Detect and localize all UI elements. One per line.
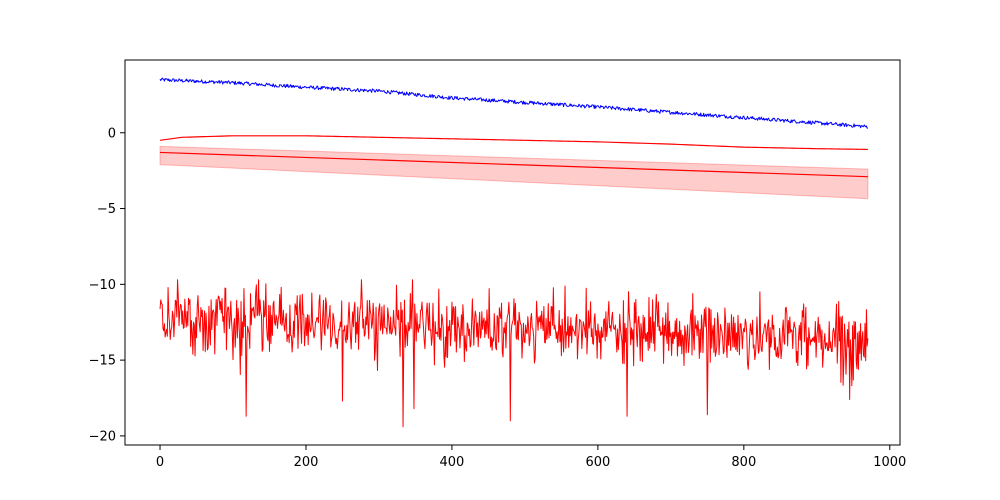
x-tick-label: 0: [156, 455, 164, 470]
series-2: [159, 135, 868, 151]
y-tick-label: −5: [97, 202, 116, 217]
series-3: [159, 145, 869, 200]
x-tick-label: 200: [294, 455, 319, 470]
series-line: [159, 279, 869, 428]
x-axis: 0 200 400 600 800 1000: [156, 445, 906, 470]
x-tick-label: 600: [585, 455, 610, 470]
axes-frame: [124, 59, 901, 446]
x-tick-label: 800: [731, 455, 756, 470]
plot-area: [159, 77, 869, 428]
series-1: [159, 77, 869, 129]
y-tick-label: −20: [89, 429, 116, 444]
series-line: [160, 151, 868, 178]
y-axis: 0 −5 −10 −15 −20: [89, 126, 125, 444]
y-tick-label: −10: [89, 278, 116, 293]
y-tick-label: −15: [89, 354, 116, 369]
confidence-band: [159, 145, 869, 200]
y-tick-label: 0: [108, 126, 116, 141]
x-tick-label: 1000: [873, 455, 906, 470]
series-line: [159, 77, 869, 129]
series-line: [159, 135, 868, 151]
series-4: [159, 279, 869, 428]
x-tick-label: 400: [440, 455, 465, 470]
